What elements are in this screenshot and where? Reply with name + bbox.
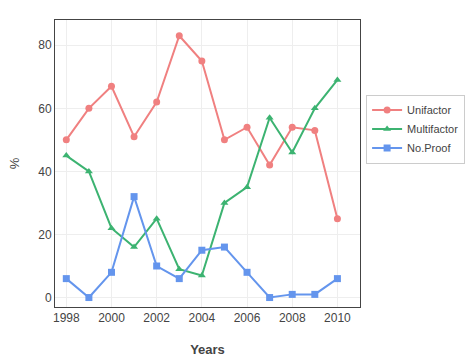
svg-text:60: 60 bbox=[38, 102, 52, 116]
svg-text:Years: Years bbox=[190, 342, 225, 357]
svg-text:0: 0 bbox=[45, 291, 52, 305]
svg-text:20: 20 bbox=[38, 228, 52, 242]
svg-text:2000: 2000 bbox=[98, 311, 125, 325]
svg-text:40: 40 bbox=[38, 165, 52, 179]
svg-text:2010: 2010 bbox=[324, 311, 351, 325]
svg-text:2002: 2002 bbox=[143, 311, 170, 325]
svg-text:Unifactor: Unifactor bbox=[407, 104, 451, 116]
svg-text:2008: 2008 bbox=[279, 311, 306, 325]
svg-text:80: 80 bbox=[38, 38, 52, 52]
svg-text:No.Proof: No.Proof bbox=[407, 142, 451, 154]
svg-text:Multifactor: Multifactor bbox=[407, 123, 458, 135]
svg-text:1998: 1998 bbox=[53, 311, 80, 325]
svg-text:2004: 2004 bbox=[188, 311, 215, 325]
svg-text:%: % bbox=[7, 157, 22, 169]
svg-text:2006: 2006 bbox=[234, 311, 261, 325]
